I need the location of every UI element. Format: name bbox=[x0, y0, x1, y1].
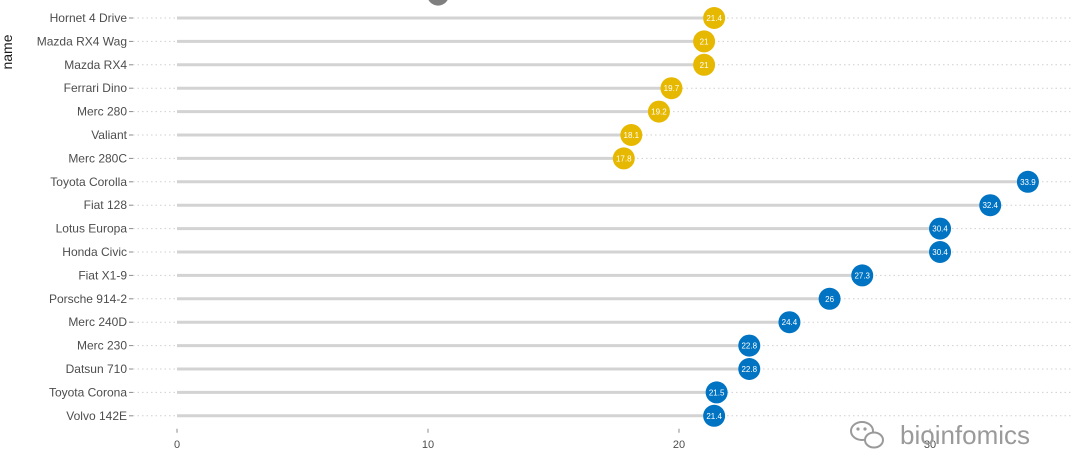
data-point bbox=[778, 311, 801, 334]
data-label: 22.8 bbox=[741, 365, 757, 374]
stem-layer bbox=[177, 16, 1028, 418]
data-label: 19.7 bbox=[664, 84, 680, 93]
y-tick-label: Honda Civic bbox=[62, 245, 127, 259]
y-tick-label: Fiat 128 bbox=[84, 198, 128, 212]
y-tick-label: Toyota Corolla bbox=[50, 175, 127, 189]
data-point bbox=[1016, 170, 1039, 193]
data-label: 26 bbox=[825, 295, 834, 304]
data-point bbox=[738, 358, 761, 380]
data-label: 32.4 bbox=[982, 201, 998, 210]
data-point bbox=[620, 124, 643, 146]
data-label: 30.4 bbox=[932, 248, 948, 257]
data-point bbox=[647, 100, 670, 123]
data-point bbox=[929, 241, 952, 263]
y-tick-label: Hornet 4 Drive bbox=[50, 11, 128, 25]
x-tick-label: 0 bbox=[174, 439, 180, 451]
data-label: 21 bbox=[700, 37, 709, 46]
data-point bbox=[979, 194, 1002, 217]
data-point-partial bbox=[428, 0, 448, 6]
data-point bbox=[693, 53, 716, 76]
point-layer: 21.4 21 21 19.7 19.2 18.1 17.8 33.9 32.4 30.4 30.4… bbox=[428, 0, 1039, 427]
y-tick-label: Ferrari Dino bbox=[64, 81, 128, 95]
data-point bbox=[612, 147, 635, 170]
x-tick-label: 30 bbox=[924, 439, 936, 451]
watermark: bioinfomics bbox=[850, 420, 1030, 450]
y-tick-label: Lotus Europa bbox=[56, 222, 128, 236]
data-point bbox=[929, 217, 952, 240]
grid-layer bbox=[133, 17, 1072, 417]
data-label: 21.4 bbox=[706, 412, 722, 421]
y-tick-labels: Hornet 4 Drive Mazda RX4 Wag Mazda RX4 Ferr… bbox=[37, 11, 133, 423]
y-tick-label: Datsun 710 bbox=[66, 362, 128, 376]
y-tick-label: Merc 280C bbox=[68, 151, 127, 165]
x-tick-labels: 0 10 20 30 bbox=[174, 428, 936, 451]
y-tick-label: Mazda RX4 Wag bbox=[37, 34, 127, 48]
data-label: 17.8 bbox=[616, 154, 632, 163]
x-tick-label: 10 bbox=[422, 439, 434, 451]
data-label: 33.9 bbox=[1020, 178, 1036, 187]
data-label: 21 bbox=[700, 61, 709, 70]
data-label: 24.4 bbox=[782, 318, 798, 327]
data-label: 21.4 bbox=[706, 14, 722, 23]
wechat-icon bbox=[850, 421, 884, 449]
y-tick-label: Merc 280 bbox=[77, 105, 127, 119]
y-tick-label: Porsche 914-2 bbox=[49, 292, 127, 306]
data-label: 19.2 bbox=[651, 108, 667, 117]
y-tick-label: Fiat X1-9 bbox=[78, 268, 127, 282]
data-point bbox=[818, 287, 841, 310]
data-label: 27.3 bbox=[854, 271, 870, 280]
y-tick-label: Valiant bbox=[91, 128, 127, 142]
data-point bbox=[693, 30, 716, 53]
data-point bbox=[738, 334, 761, 357]
data-label: 18.1 bbox=[624, 131, 640, 140]
y-tick-label: Merc 230 bbox=[77, 339, 127, 353]
x-tick-label: 20 bbox=[673, 439, 685, 451]
watermark-text: bioinfomics bbox=[900, 420, 1030, 450]
data-point bbox=[703, 404, 726, 427]
y-tick-label: Toyota Corona bbox=[49, 385, 127, 399]
y-tick-label: Volvo 142E bbox=[66, 409, 127, 423]
data-point bbox=[703, 7, 726, 29]
y-tick-label: Merc 240D bbox=[68, 315, 127, 329]
data-point bbox=[851, 264, 874, 287]
data-label: 22.8 bbox=[741, 342, 757, 351]
data-label: 21.5 bbox=[709, 388, 725, 397]
y-tick-label: Mazda RX4 bbox=[64, 58, 127, 72]
data-point bbox=[705, 381, 728, 404]
y-axis-title: name bbox=[0, 34, 15, 69]
data-label: 30.4 bbox=[932, 225, 948, 234]
data-point bbox=[660, 77, 683, 100]
